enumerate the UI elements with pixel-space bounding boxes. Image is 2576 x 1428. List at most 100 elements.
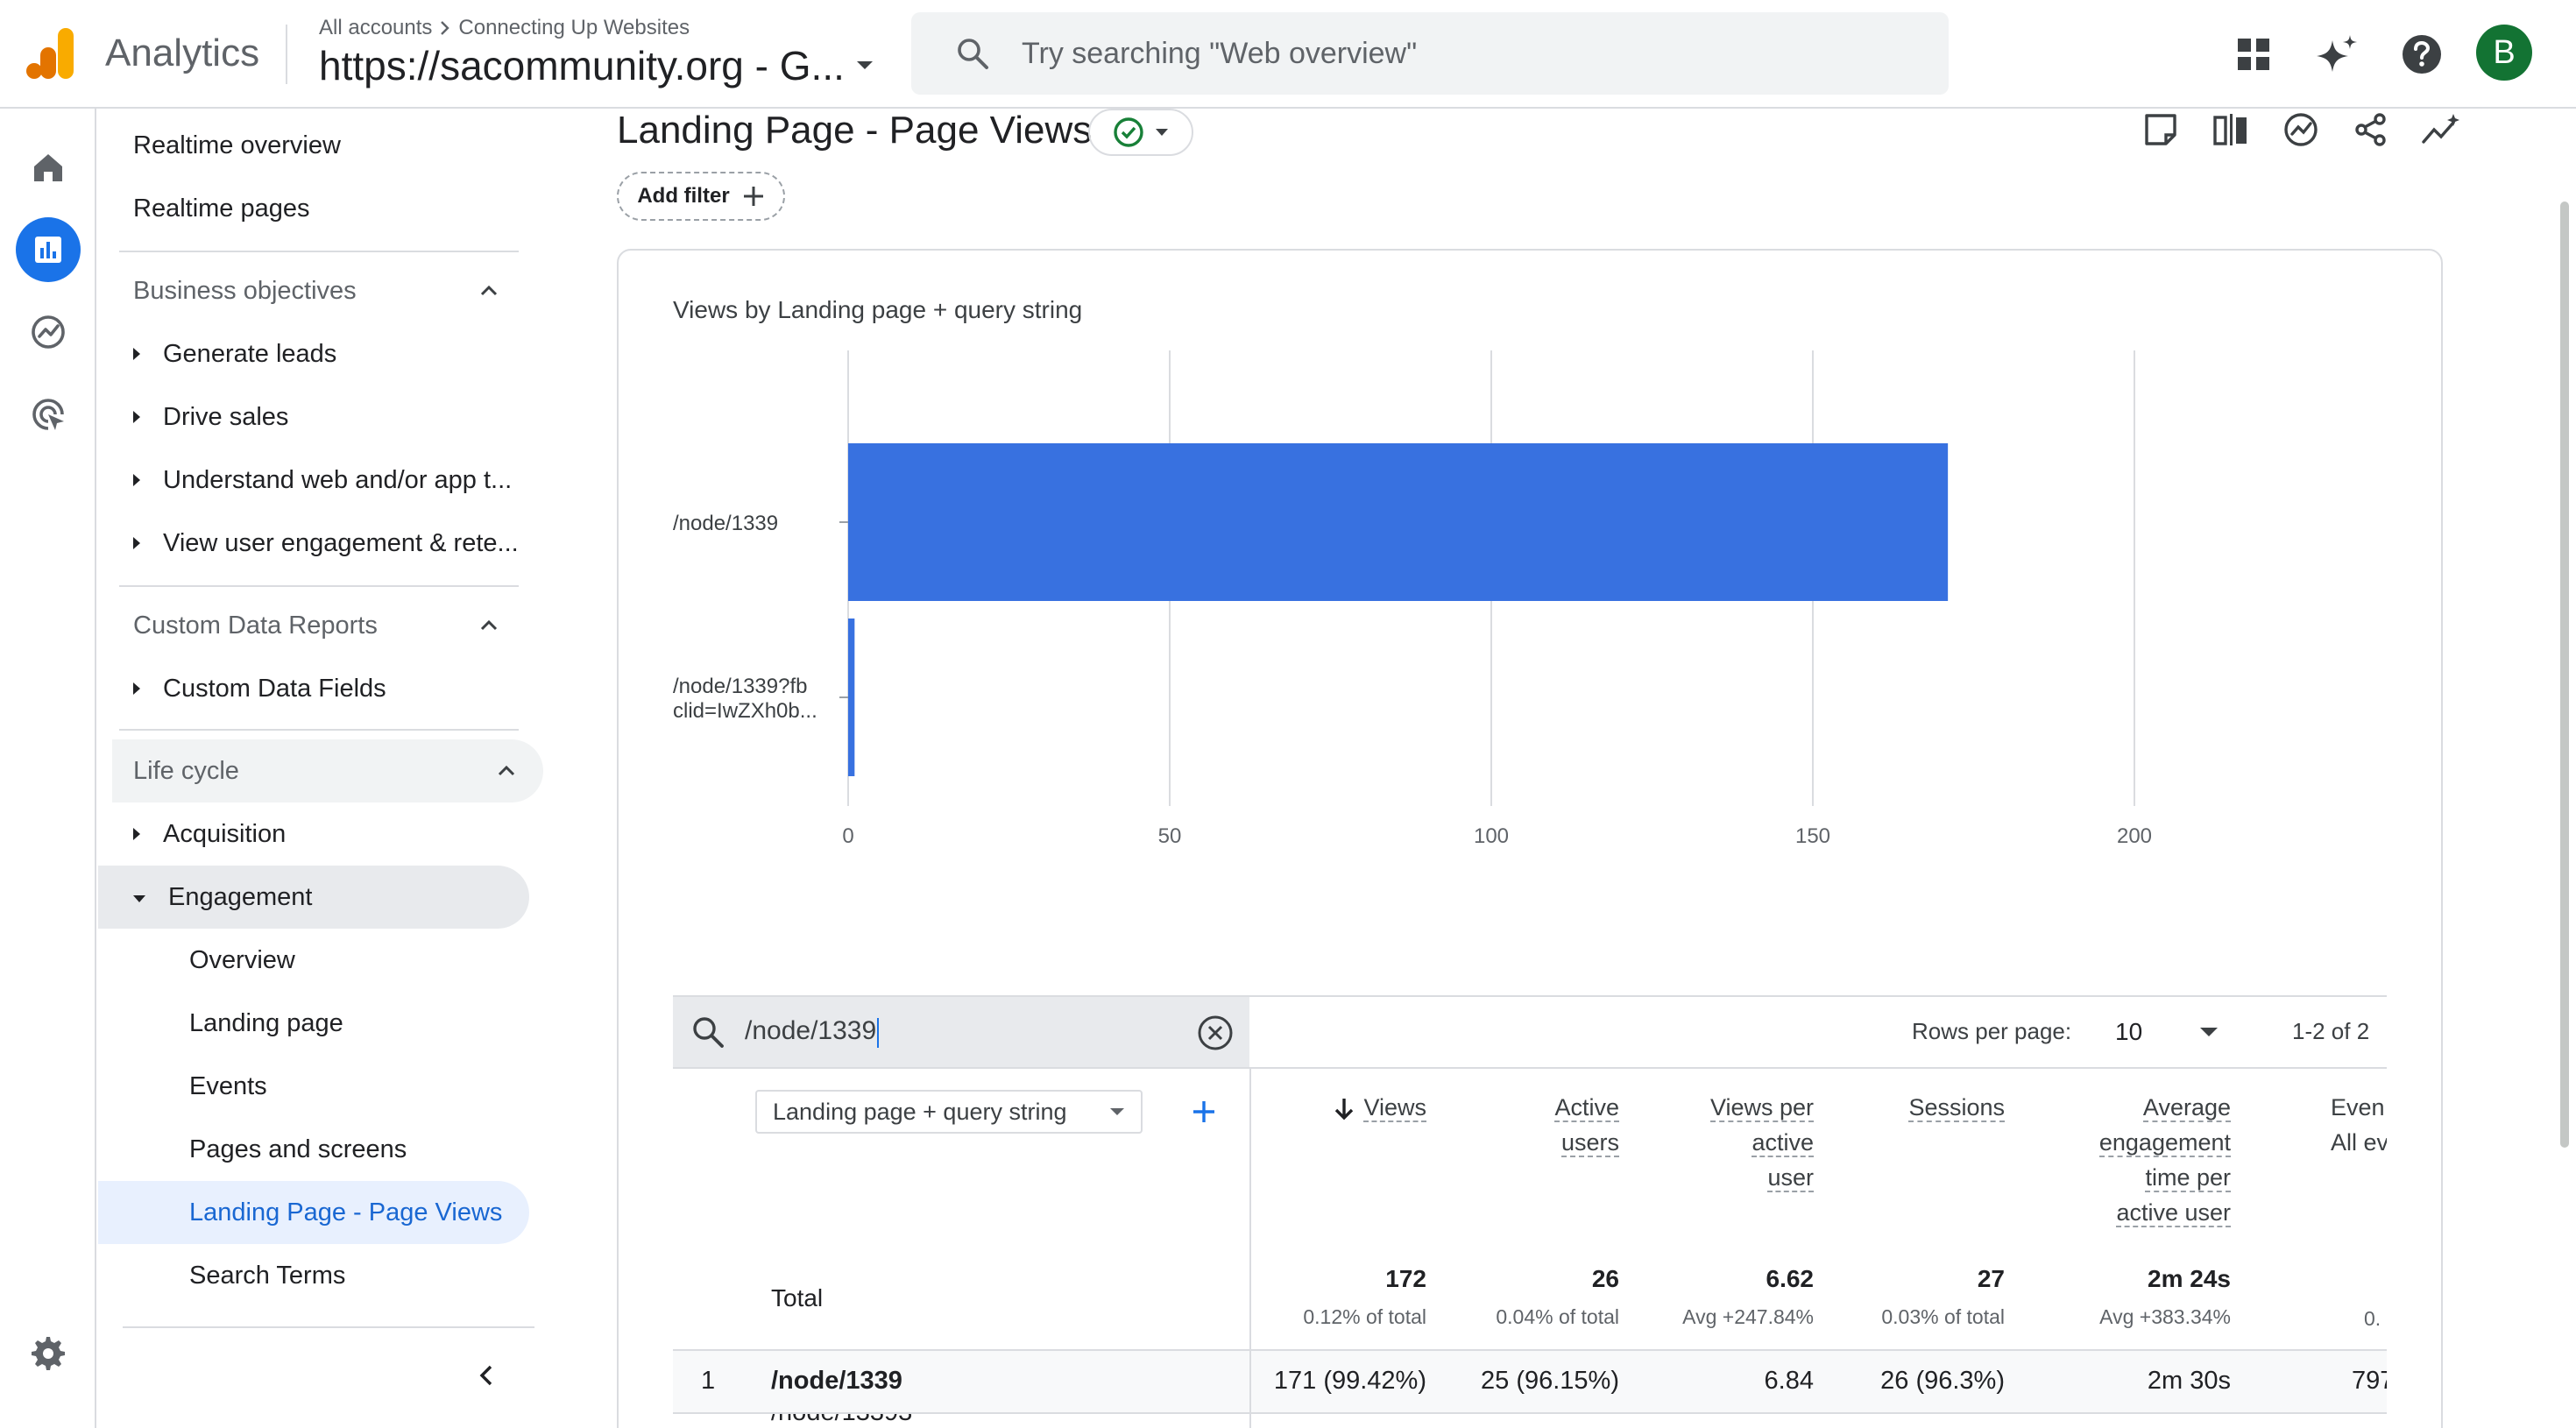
row-index: 1 [701,1367,716,1395]
collapse-caret-icon [133,895,145,902]
rows-per-page-value: 10 [2115,1018,2143,1045]
insights-icon[interactable] [2275,103,2327,156]
row-active-users: 25 (96.15%) [1481,1367,1619,1395]
nav-view-engagement[interactable]: View user engagement & rete... [133,512,519,575]
header-label: users [1560,1129,1619,1157]
header-label: active user [2116,1199,2231,1227]
pagination-status: 1-2 of 2 [2292,1018,2370,1044]
column-header-active-users[interactable]: Active users [1481,1090,1619,1160]
row-sessions: 26 (96.3%) [1880,1367,2005,1395]
check-circle-icon [1114,117,1143,147]
nav-understand-web[interactable]: Understand web and/or app t... [133,449,512,512]
bar[interactable] [848,619,855,776]
nav-divider [123,1326,534,1328]
chevron-right-icon [441,21,450,35]
search-icon [693,1017,724,1048]
breadcrumb-account[interactable]: Connecting Up Websites [458,16,690,39]
table-column-divider [1249,1351,1251,1412]
customize-report-icon[interactable] [2134,103,2187,156]
analytics-logo-icon[interactable] [26,25,75,81]
total-subtext: 0.04% of total [1496,1305,1619,1328]
column-header-views[interactable]: Views [1314,1090,1426,1125]
total-value: 26 [1591,1265,1619,1292]
nav-landing-page-views[interactable]: Landing Page - Page Views [189,1198,503,1227]
add-filter-label: Add filter [637,184,730,208]
text-cursor [877,1017,880,1048]
nav-label: View user engagement & rete... [163,528,519,557]
header-label: Average [2142,1094,2231,1122]
nav-section-custom-data-reports[interactable]: Custom Data Reports [112,594,526,657]
clear-search-icon[interactable] [1197,1014,1234,1051]
nav-section-label: Life cycle [133,756,239,785]
sparkle-insights-icon[interactable] [2311,28,2364,81]
top-app-bar: Analytics All accounts Connecting Up Web… [0,0,2576,109]
left-rail [0,109,96,1428]
nav-drive-sales[interactable]: Drive sales [133,385,288,449]
total-value: 6.62 [1766,1265,1815,1292]
nav-search-terms[interactable]: Search Terms [189,1261,346,1290]
report-status-chip[interactable] [1088,109,1193,156]
total-subtext: 0.12% of total [1303,1305,1426,1328]
nav-realtime-pages[interactable]: Realtime pages [133,194,310,223]
header-label: Views [1363,1094,1426,1122]
nav-label: Generate leads [163,339,337,368]
column-header-average-engagement[interactable]: Average engagement time per active user [2033,1090,2231,1230]
rows-per-page-select[interactable]: 10 [2112,1006,2234,1058]
nav-generate-leads[interactable]: Generate leads [133,322,336,385]
nav-label: Understand web and/or app t... [163,465,513,494]
dimension-label: Landing page + query string [773,1098,1067,1125]
table-search-value: /node/1339 [745,1016,877,1046]
nav-events[interactable]: Events [189,1071,267,1100]
nav-acquisition[interactable]: Acquisition [133,802,286,866]
page-scrollbar-thumb[interactable] [2560,201,2569,1148]
row-average-engagement: 2m 30s [2147,1367,2231,1395]
home-icon[interactable] [16,135,81,200]
row-views-per-user: 6.84 [1764,1367,1814,1395]
column-header-sessions[interactable]: Sessions [1858,1090,2005,1125]
x-tick-label: 150 [1795,824,1830,848]
advertising-icon[interactable] [16,382,81,447]
nav-realtime-overview[interactable]: Realtime overview [133,131,341,159]
trend-sparkle-icon[interactable] [2415,103,2467,156]
total-subtext: 0.03% of total [1881,1305,2005,1328]
admin-settings-gear-icon[interactable] [16,1321,81,1386]
row-landing-page[interactable]: /node/1339 [771,1367,902,1395]
column-header-views-per-active-user[interactable]: Views per active user [1656,1090,1814,1195]
nav-landing-page[interactable]: Landing page [189,1008,343,1037]
row-landing-page: /node/13393 [771,1414,912,1428]
x-tick-label: 100 [1474,824,1509,848]
dimension-select[interactable]: Landing page + query string [755,1090,1143,1134]
property-selector[interactable]: https://sacommunity.org - G... [319,42,874,89]
account-avatar[interactable]: B [2476,25,2532,81]
reports-icon[interactable] [16,217,81,282]
header-label: Active [1554,1094,1619,1122]
nav-section-business-objectives[interactable]: Business objectives [112,259,526,322]
nav-custom-data-fields[interactable]: Custom Data Fields [133,657,386,720]
column-header-events-clipped[interactable]: Even All ev [2252,1090,2387,1177]
total-row-label: Total [771,1284,824,1311]
collapse-nav-chevron-left-icon[interactable] [466,1354,508,1396]
explore-icon[interactable] [16,300,81,364]
sort-descending-arrow-icon [1335,1098,1354,1120]
breadcrumb-all-accounts[interactable]: All accounts [319,16,433,39]
help-icon[interactable] [2396,28,2448,81]
table-search-input[interactable]: /node/1339 [673,997,1249,1067]
nav-engagement[interactable]: Engagement [133,866,312,929]
total-sessions: 27 0.03% of total [1840,1265,2005,1329]
total-views: 172 0.12% of total [1297,1265,1426,1329]
nav-pages-and-screens[interactable]: Pages and screens [189,1135,407,1163]
share-icon[interactable] [2345,103,2397,156]
total-subtext: Avg +247.84% [1682,1305,1814,1328]
compare-icon[interactable] [2204,103,2257,156]
rows-per-page-label: Rows per page: [1912,1018,2072,1044]
apps-grid-icon[interactable] [2227,28,2280,81]
nav-overview[interactable]: Overview [189,945,295,974]
add-dimension-button[interactable] [1185,1090,1223,1134]
add-filter-button[interactable]: Add filter [617,172,785,221]
report-navigation: Realtime overview Realtime pages Busines… [98,109,543,1428]
nav-section-life-cycle[interactable]: Life cycle [112,739,543,802]
search-placeholder: Try searching "Web overview" [1022,36,1418,70]
global-search-bar[interactable]: Try searching "Web overview" [911,12,1949,95]
breadcrumb[interactable]: All accounts Connecting Up Websites [319,16,690,40]
bar[interactable] [848,443,1949,601]
